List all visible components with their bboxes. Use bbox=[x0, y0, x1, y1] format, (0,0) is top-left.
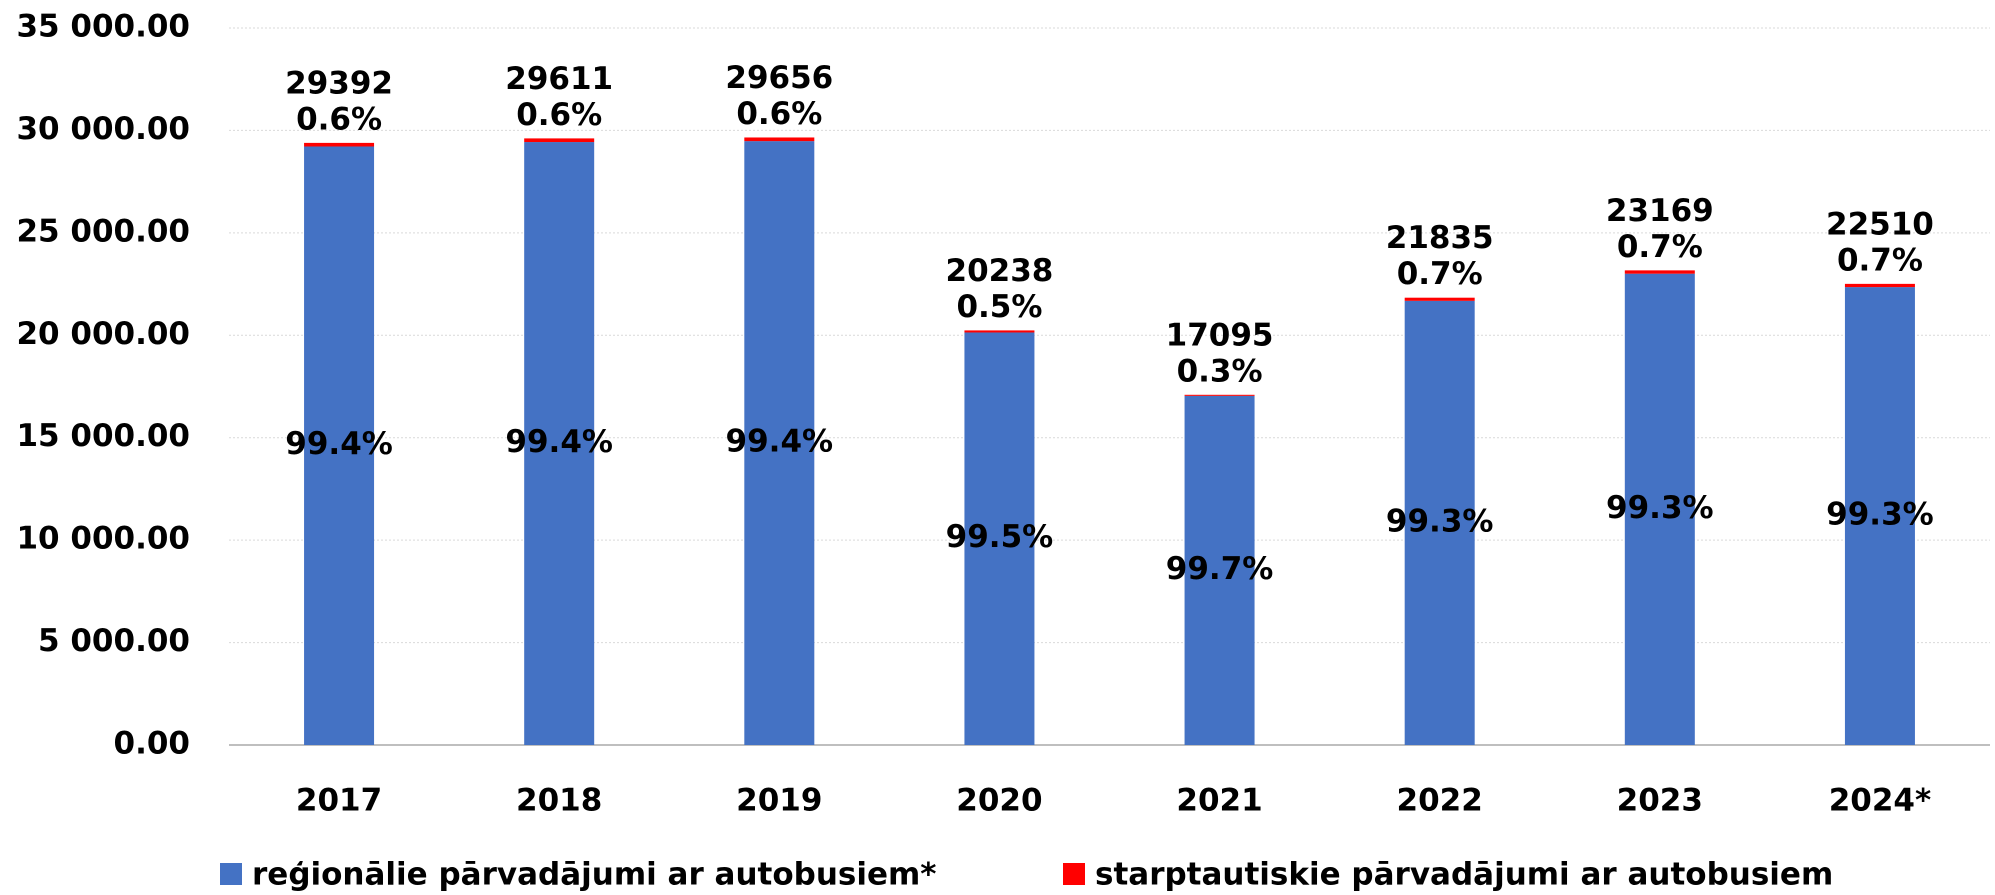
share-label: 99.3% bbox=[1386, 503, 1494, 539]
share-label: 99.7% bbox=[1166, 551, 1274, 587]
share-label: 0.6% bbox=[736, 96, 822, 132]
legend-swatch bbox=[220, 863, 242, 885]
bar-segment bbox=[1184, 394, 1255, 396]
y-tick-label: 25 000.00 bbox=[16, 213, 190, 249]
share-label: 0.3% bbox=[1177, 353, 1263, 389]
legend-label: starptautiskie pārvadājumi ar autobusiem bbox=[1095, 857, 1833, 893]
share-label: 0.7% bbox=[1397, 256, 1483, 292]
share-label: 99.4% bbox=[505, 424, 613, 460]
bar-segment bbox=[524, 142, 595, 746]
total-label: 17095 bbox=[1166, 317, 1274, 353]
x-tick-label: 2024* bbox=[1829, 783, 1932, 819]
y-tick-label: 15 000.00 bbox=[16, 418, 190, 454]
bar-segment bbox=[524, 138, 595, 143]
share-label: 0.5% bbox=[956, 289, 1042, 325]
bar-segment bbox=[1184, 395, 1255, 745]
y-tick-label: 10 000.00 bbox=[16, 521, 190, 557]
share-label: 0.7% bbox=[1837, 242, 1923, 278]
total-label: 20238 bbox=[946, 253, 1054, 289]
bar-segment bbox=[304, 142, 375, 147]
y-tick-label: 20 000.00 bbox=[16, 316, 190, 352]
y-tick-label: 0.00 bbox=[114, 726, 191, 762]
x-tick-label: 2020 bbox=[956, 783, 1042, 819]
total-label: 22510 bbox=[1826, 206, 1934, 242]
total-label: 29392 bbox=[285, 65, 393, 101]
share-label: 0.6% bbox=[516, 97, 602, 133]
x-tick-label: 2022 bbox=[1397, 783, 1483, 819]
share-label: 99.4% bbox=[726, 424, 834, 460]
share-label: 0.7% bbox=[1617, 229, 1703, 265]
legend-label: reģionālie pārvadājumi ar autobusiem* bbox=[252, 857, 937, 893]
total-label: 29656 bbox=[725, 60, 833, 96]
bar-segment bbox=[1624, 273, 1695, 745]
share-label: 99.4% bbox=[285, 426, 393, 462]
x-tick-label: 2023 bbox=[1617, 783, 1703, 819]
share-label: 99.3% bbox=[1826, 497, 1934, 533]
bar-segment bbox=[304, 146, 375, 745]
y-tick-label: 30 000.00 bbox=[16, 111, 190, 147]
y-tick-label: 35 000.00 bbox=[16, 9, 190, 45]
share-label: 99.3% bbox=[1606, 490, 1714, 526]
x-tick-label: 2018 bbox=[516, 783, 602, 819]
bar-segment bbox=[1844, 283, 1915, 288]
bar-segment bbox=[964, 330, 1035, 333]
total-label: 29611 bbox=[505, 61, 613, 97]
x-tick-label: 2017 bbox=[296, 783, 382, 819]
bar-segment bbox=[744, 141, 815, 745]
share-label: 0.6% bbox=[296, 101, 382, 137]
bar-segment bbox=[744, 137, 815, 142]
total-label: 21835 bbox=[1386, 220, 1494, 256]
y-tick-label: 5 000.00 bbox=[38, 623, 190, 659]
bar-segment bbox=[964, 332, 1035, 745]
x-tick-label: 2021 bbox=[1176, 783, 1262, 819]
total-label: 23169 bbox=[1606, 193, 1714, 229]
bar-segment bbox=[1404, 297, 1475, 301]
x-tick-label: 2019 bbox=[736, 783, 822, 819]
bar-segment bbox=[1404, 300, 1475, 745]
bar-segment bbox=[1844, 287, 1915, 745]
bar-segment bbox=[1624, 270, 1695, 274]
share-label: 99.5% bbox=[946, 519, 1054, 555]
legend-swatch bbox=[1063, 863, 1085, 885]
